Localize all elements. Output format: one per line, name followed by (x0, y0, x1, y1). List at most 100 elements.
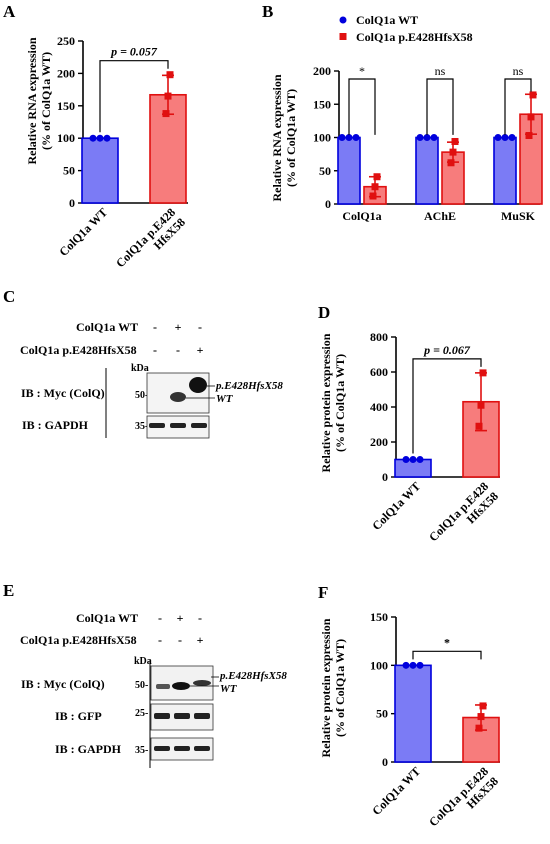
sig-bracket-d-0 (412, 358, 482, 454)
point-b-g2-s0-2 (508, 134, 516, 141)
blot-e-row2-label: ColQ1a p.E428HfsX58 (20, 633, 137, 647)
ylabel-b-line2: (% of ColQ1a WT) (284, 89, 298, 187)
sig-bracket-b-2 (504, 78, 532, 135)
blot-e-mark-2-3: + (197, 633, 204, 647)
point-b-g2-s1-0 (525, 132, 533, 140)
point-b-g1-s1-1 (449, 148, 457, 156)
blot-e-gfp-band-2 (174, 713, 190, 719)
ylabel-a-line2: (% of ColQ1a WT) (39, 52, 53, 150)
blot-e-myc-band-3 (193, 680, 211, 686)
point-b-g1-s1-2 (451, 137, 459, 145)
blot-e-gfp-band-1 (154, 713, 170, 719)
panel-letter-f: F (318, 583, 328, 602)
blot-c-kda: kDa (131, 363, 149, 374)
point-b-g0-s1-2 (373, 173, 381, 181)
point-b-g0-s1-1 (371, 183, 379, 191)
sig-label-d-0: p = 0.067 (423, 343, 471, 357)
ylabel-f-line1: Relative protein expression (319, 618, 333, 757)
y-tick-label-a-3: 150 (57, 99, 75, 113)
blot-e-strip1-marker: 50- (135, 680, 148, 691)
bar-a-0 (81, 137, 119, 204)
sig-label-a-0: p = 0.057 (110, 45, 158, 59)
point-d-0-2 (416, 456, 424, 463)
blot-e-mark-2-2: - (178, 633, 182, 647)
y-tick-label-f-1: 50 (376, 707, 388, 721)
bar-f-0 (394, 664, 432, 763)
legend-mut-label: ColQ1a p.E428HfsX58 (356, 30, 473, 44)
sig-label-f-0: * (444, 635, 450, 649)
y-tick-label-f-3: 150 (370, 610, 388, 624)
x-tick-label-f-0: ColQ1a WT (369, 764, 423, 818)
y-tick-label-d-2: 400 (370, 400, 388, 414)
point-f-1-0 (475, 724, 483, 732)
blot-c-band-label-mut: p.E428HfsX58 (215, 380, 283, 392)
blot-c: ColQ1a WT ColQ1a p.E428HfsX58 - + - - - … (20, 320, 283, 439)
blot-e-strip3-marker: 35- (135, 745, 148, 756)
legend-wt-label: ColQ1a WT (356, 13, 418, 27)
ylabel-a-line1: Relative RNA expression (25, 37, 39, 164)
point-b-g2-s0-1 (501, 134, 509, 141)
blot-c-row2-label: ColQ1a p.E428HfsX58 (20, 343, 137, 357)
point-b-g1-s0-2 (430, 134, 438, 141)
blot-e-band-label-mut: p.E428HfsX58 (219, 670, 287, 682)
y-tick-label-d-4: 800 (370, 330, 388, 344)
point-b-g2-s1-1 (527, 113, 535, 121)
y-tick-label-a-4: 200 (57, 66, 75, 80)
point-d-1-2 (479, 369, 487, 377)
ylabel-d-line2: (% of ColQ1a WT) (333, 354, 347, 452)
blot-e-strip2-label: IB : GFP (55, 709, 102, 723)
point-d-0-0 (402, 456, 410, 463)
sig-label-b-0: * (359, 64, 365, 78)
blot-e-mark-1-3: - (198, 611, 202, 625)
blot-e-gapdh-band-1 (154, 746, 170, 751)
blot-e-myc-band-1 (156, 684, 170, 689)
blot-e-strip2-marker: 25- (135, 708, 148, 719)
y-tick-label-a-5: 250 (57, 34, 75, 48)
y-tick-label-b-2: 100 (313, 131, 331, 145)
x-tick-label-d-0: ColQ1a WT (369, 479, 423, 533)
y-tick-label-f-2: 100 (370, 658, 388, 672)
blot-c-strip2-marker: 35- (135, 421, 148, 432)
y-tick-label-a-1: 50 (63, 164, 75, 178)
blot-c-row1-label: ColQ1a WT (76, 320, 138, 334)
blot-c-gapdh-band-2 (170, 423, 186, 428)
point-f-1-2 (479, 702, 487, 710)
y-tick-label-d-0: 0 (382, 470, 388, 484)
blot-c-strip1-marker: 50- (135, 390, 148, 401)
point-b-g2-s0-0 (494, 134, 502, 141)
blot-c-mark-2-2: - (176, 343, 180, 357)
point-b-g0-s0-2 (352, 134, 360, 141)
blot-c-strip2-label: IB : GAPDH (22, 418, 89, 432)
blot-c-mark-2-3: + (197, 343, 204, 357)
chart-b: 0 50 100 150 200 ColQ1a AChE MuSK * ns ns (313, 64, 543, 223)
blot-c-gapdh-band-3 (191, 423, 207, 428)
blot-e-myc-band-2 (172, 682, 190, 690)
legend-mut-marker (339, 33, 347, 40)
sig-bracket-b-1 (426, 78, 454, 135)
blot-e-kda: kDa (134, 656, 152, 667)
blot-e-strip3-label: IB : GAPDH (55, 742, 122, 756)
sig-bracket-b-0 (348, 78, 376, 135)
ylabel-f-line2: (% of ColQ1a WT) (333, 639, 347, 737)
x-tick-label-a-1: ColQ1a p.E428HfsX58 (113, 205, 188, 280)
panel-letter-c: C (3, 287, 15, 306)
x-tick-label-a-0: ColQ1a WT (56, 205, 110, 259)
point-f-1-1 (477, 713, 485, 721)
chart-d: 0 200 400 600 800 ColQ1a WT ColQ1a p.E428HfsX5… (369, 330, 501, 544)
panel-letter-d: D (318, 303, 330, 322)
bar-b-g0-s0 (337, 136, 361, 205)
blot-e-band-label-wt: WT (220, 683, 238, 695)
sig-bracket-f-0 (412, 650, 482, 660)
point-a-0-0 (89, 134, 97, 142)
blot-c-mark-1-3: - (198, 320, 202, 334)
sig-label-b-1: ns (435, 64, 446, 78)
point-a-1-1 (164, 92, 172, 100)
blot-e-mark-1-1: - (158, 611, 162, 625)
point-d-0-1 (409, 456, 417, 463)
point-d-1-0 (475, 422, 483, 430)
blot-c-gapdh-band-1 (149, 423, 165, 428)
point-b-g1-s0-1 (423, 134, 431, 141)
point-b-g1-s1-0 (447, 159, 455, 167)
y-tick-label-b-3: 150 (313, 97, 331, 111)
